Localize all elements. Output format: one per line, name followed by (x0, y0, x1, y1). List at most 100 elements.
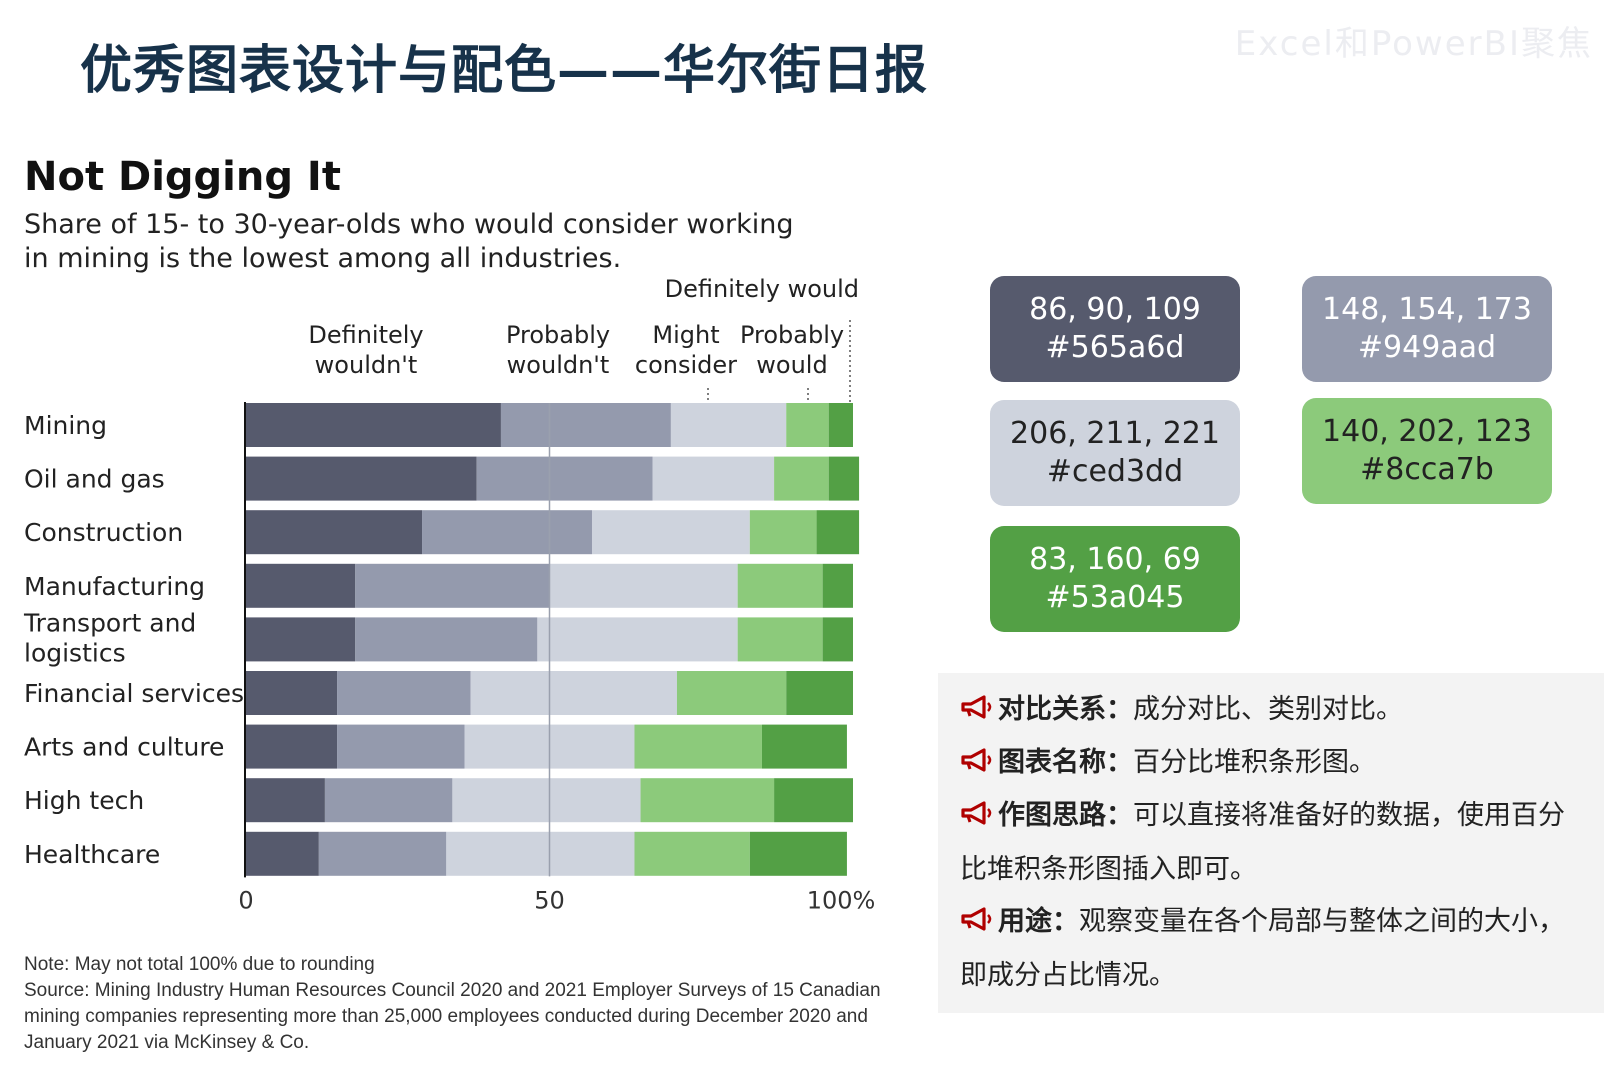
swatch-rgb: 86, 90, 109 (1029, 292, 1201, 327)
bar-segment (822, 563, 853, 608)
series-label: consider (635, 351, 737, 379)
bar-segment (246, 563, 356, 608)
bar-segment (737, 617, 823, 662)
bar-segment (318, 831, 447, 876)
series-label: Definitely (308, 321, 423, 349)
bar-segment (761, 724, 847, 769)
swatch-rgb: 140, 202, 123 (1322, 414, 1532, 449)
color-swatch-565a6d: 86, 90, 109 #565a6d (990, 276, 1240, 382)
bar-segment (786, 403, 829, 447)
swatch-hex: #949aad (1357, 330, 1497, 365)
x-tick-label: 100% (807, 886, 876, 914)
megaphone-icon (960, 684, 996, 737)
bar-segment (749, 831, 847, 876)
category-label: High tech (24, 786, 144, 815)
chart-notes: Note: May not total 100% due to rounding… (24, 952, 904, 1056)
category-label: Mining (24, 411, 107, 440)
series-label: Probably (506, 321, 610, 349)
bar-segment (246, 778, 325, 823)
info-text: 成分对比、类别对比。 (1133, 694, 1403, 725)
watermark: Excel和PowerBI聚焦 (1234, 24, 1593, 64)
chart-title: Not Digging It (24, 154, 341, 200)
bar-segment (500, 403, 671, 447)
bar-segment (634, 831, 750, 876)
bar-segment (774, 778, 853, 823)
chart-subtitle-line-1: Share of 15- to 30-year-olds who would c… (24, 209, 794, 240)
bar-segment (476, 456, 653, 501)
chart-subtitle: Share of 15- to 30-year-olds who would c… (24, 208, 824, 276)
category-label: Arts and culture (24, 733, 224, 762)
series-label: would (756, 351, 827, 379)
megaphone-icon (960, 737, 996, 790)
x-tick-label: 50 (534, 886, 565, 914)
category-label: Oil and gas (24, 465, 165, 494)
series-label: wouldn't (315, 351, 418, 379)
info-label: 作图思路： (998, 800, 1133, 831)
chart-note: Note: May not total 100% due to rounding (24, 954, 375, 975)
info-label: 图表名称： (998, 747, 1133, 778)
info-item-usage: 用途：观察变量在各个局部与整体之间的大小，即成分占比情况。 (960, 895, 1580, 1002)
info-label: 用途： (998, 906, 1079, 937)
info-text: 观察变量在各个局部与整体之间的大小，即成分占比情况。 (960, 906, 1565, 991)
bar-segment (828, 403, 853, 447)
bar-segment (786, 671, 853, 715)
swatch-hex: #ced3dd (1046, 454, 1184, 489)
bar-segment (246, 510, 423, 555)
megaphone-icon (960, 790, 996, 843)
category-label: Construction (24, 518, 183, 547)
bar-segment (246, 831, 319, 876)
swatch-rgb: 206, 211, 221 (1010, 416, 1220, 451)
series-label: Might (652, 321, 719, 349)
swatch-hex: #8cca7b (1360, 452, 1494, 487)
category-label: Manufacturing (24, 572, 205, 601)
bar-segment (549, 563, 738, 608)
category-label: Financial services (24, 679, 244, 708)
megaphone-icon (960, 896, 996, 949)
bar-segment (640, 778, 775, 823)
bar-segment (324, 778, 453, 823)
category-label: logistics (24, 638, 126, 667)
bar-segment (816, 510, 860, 555)
bar-segment (452, 778, 641, 823)
bar-segment (537, 617, 738, 662)
bar-segment (749, 510, 817, 555)
category-label: Healthcare (24, 840, 160, 869)
info-item-approach: 作图思路：可以直接将准备好的数据，使用百分比堆积条形图插入即可。 (960, 789, 1580, 896)
bar-segment (676, 671, 787, 715)
info-item-chart-name: 图表名称：百分比堆积条形图。 (960, 736, 1580, 790)
series-label: wouldn't (507, 351, 610, 379)
bar-segment (355, 617, 538, 662)
bar-segment (670, 403, 787, 447)
bar-segment (246, 617, 356, 662)
swatch-hex: #565a6d (1045, 330, 1185, 365)
info-panel: 对比关系：成分对比、类别对比。 图表名称：百分比堆积条形图。 作图思路：可以直接… (938, 673, 1604, 1013)
color-swatch-8cca7b: 140, 202, 123 #8cca7b (1302, 398, 1552, 504)
info-text: 可以直接将准备好的数据，使用百分比堆积条形图插入即可。 (960, 800, 1565, 885)
info-text: 百分比堆积条形图。 (1133, 747, 1376, 778)
bar-segment (774, 456, 829, 501)
swatch-rgb: 83, 160, 69 (1029, 542, 1201, 577)
bar-segment (652, 456, 775, 501)
bar-segment (634, 724, 762, 769)
bar-segment (246, 403, 501, 447)
bar-segment (355, 563, 550, 608)
category-label: Transport and (23, 608, 196, 637)
bar-segment (246, 724, 338, 769)
bar-segment (737, 563, 823, 608)
bar-segment (822, 617, 853, 662)
bar-segment (422, 510, 592, 555)
bar-segment (337, 724, 465, 769)
bar-segment (446, 831, 635, 876)
swatch-hex: #53a045 (1045, 580, 1185, 615)
slide-title: 优秀图表设计与配色——华尔街日报 (80, 40, 929, 101)
stacked-bar-chart: Mining Oil and gas Construction Manufacturi… (23, 275, 876, 914)
bar-segment (246, 671, 338, 715)
series-label: Definitely would (665, 275, 859, 303)
color-swatch-53a045: 83, 160, 69 #53a045 (990, 526, 1240, 632)
info-item-comparison: 对比关系：成分对比、类别对比。 (960, 683, 1580, 737)
color-swatch-ced3dd: 206, 211, 221 #ced3dd (990, 400, 1240, 506)
chart-source: Source: Mining Industry Human Resources … (24, 980, 881, 1053)
chart-subtitle-line-2: in mining is the lowest among all indust… (24, 243, 622, 274)
info-label: 对比关系： (998, 694, 1133, 725)
bar-segment (246, 456, 477, 501)
